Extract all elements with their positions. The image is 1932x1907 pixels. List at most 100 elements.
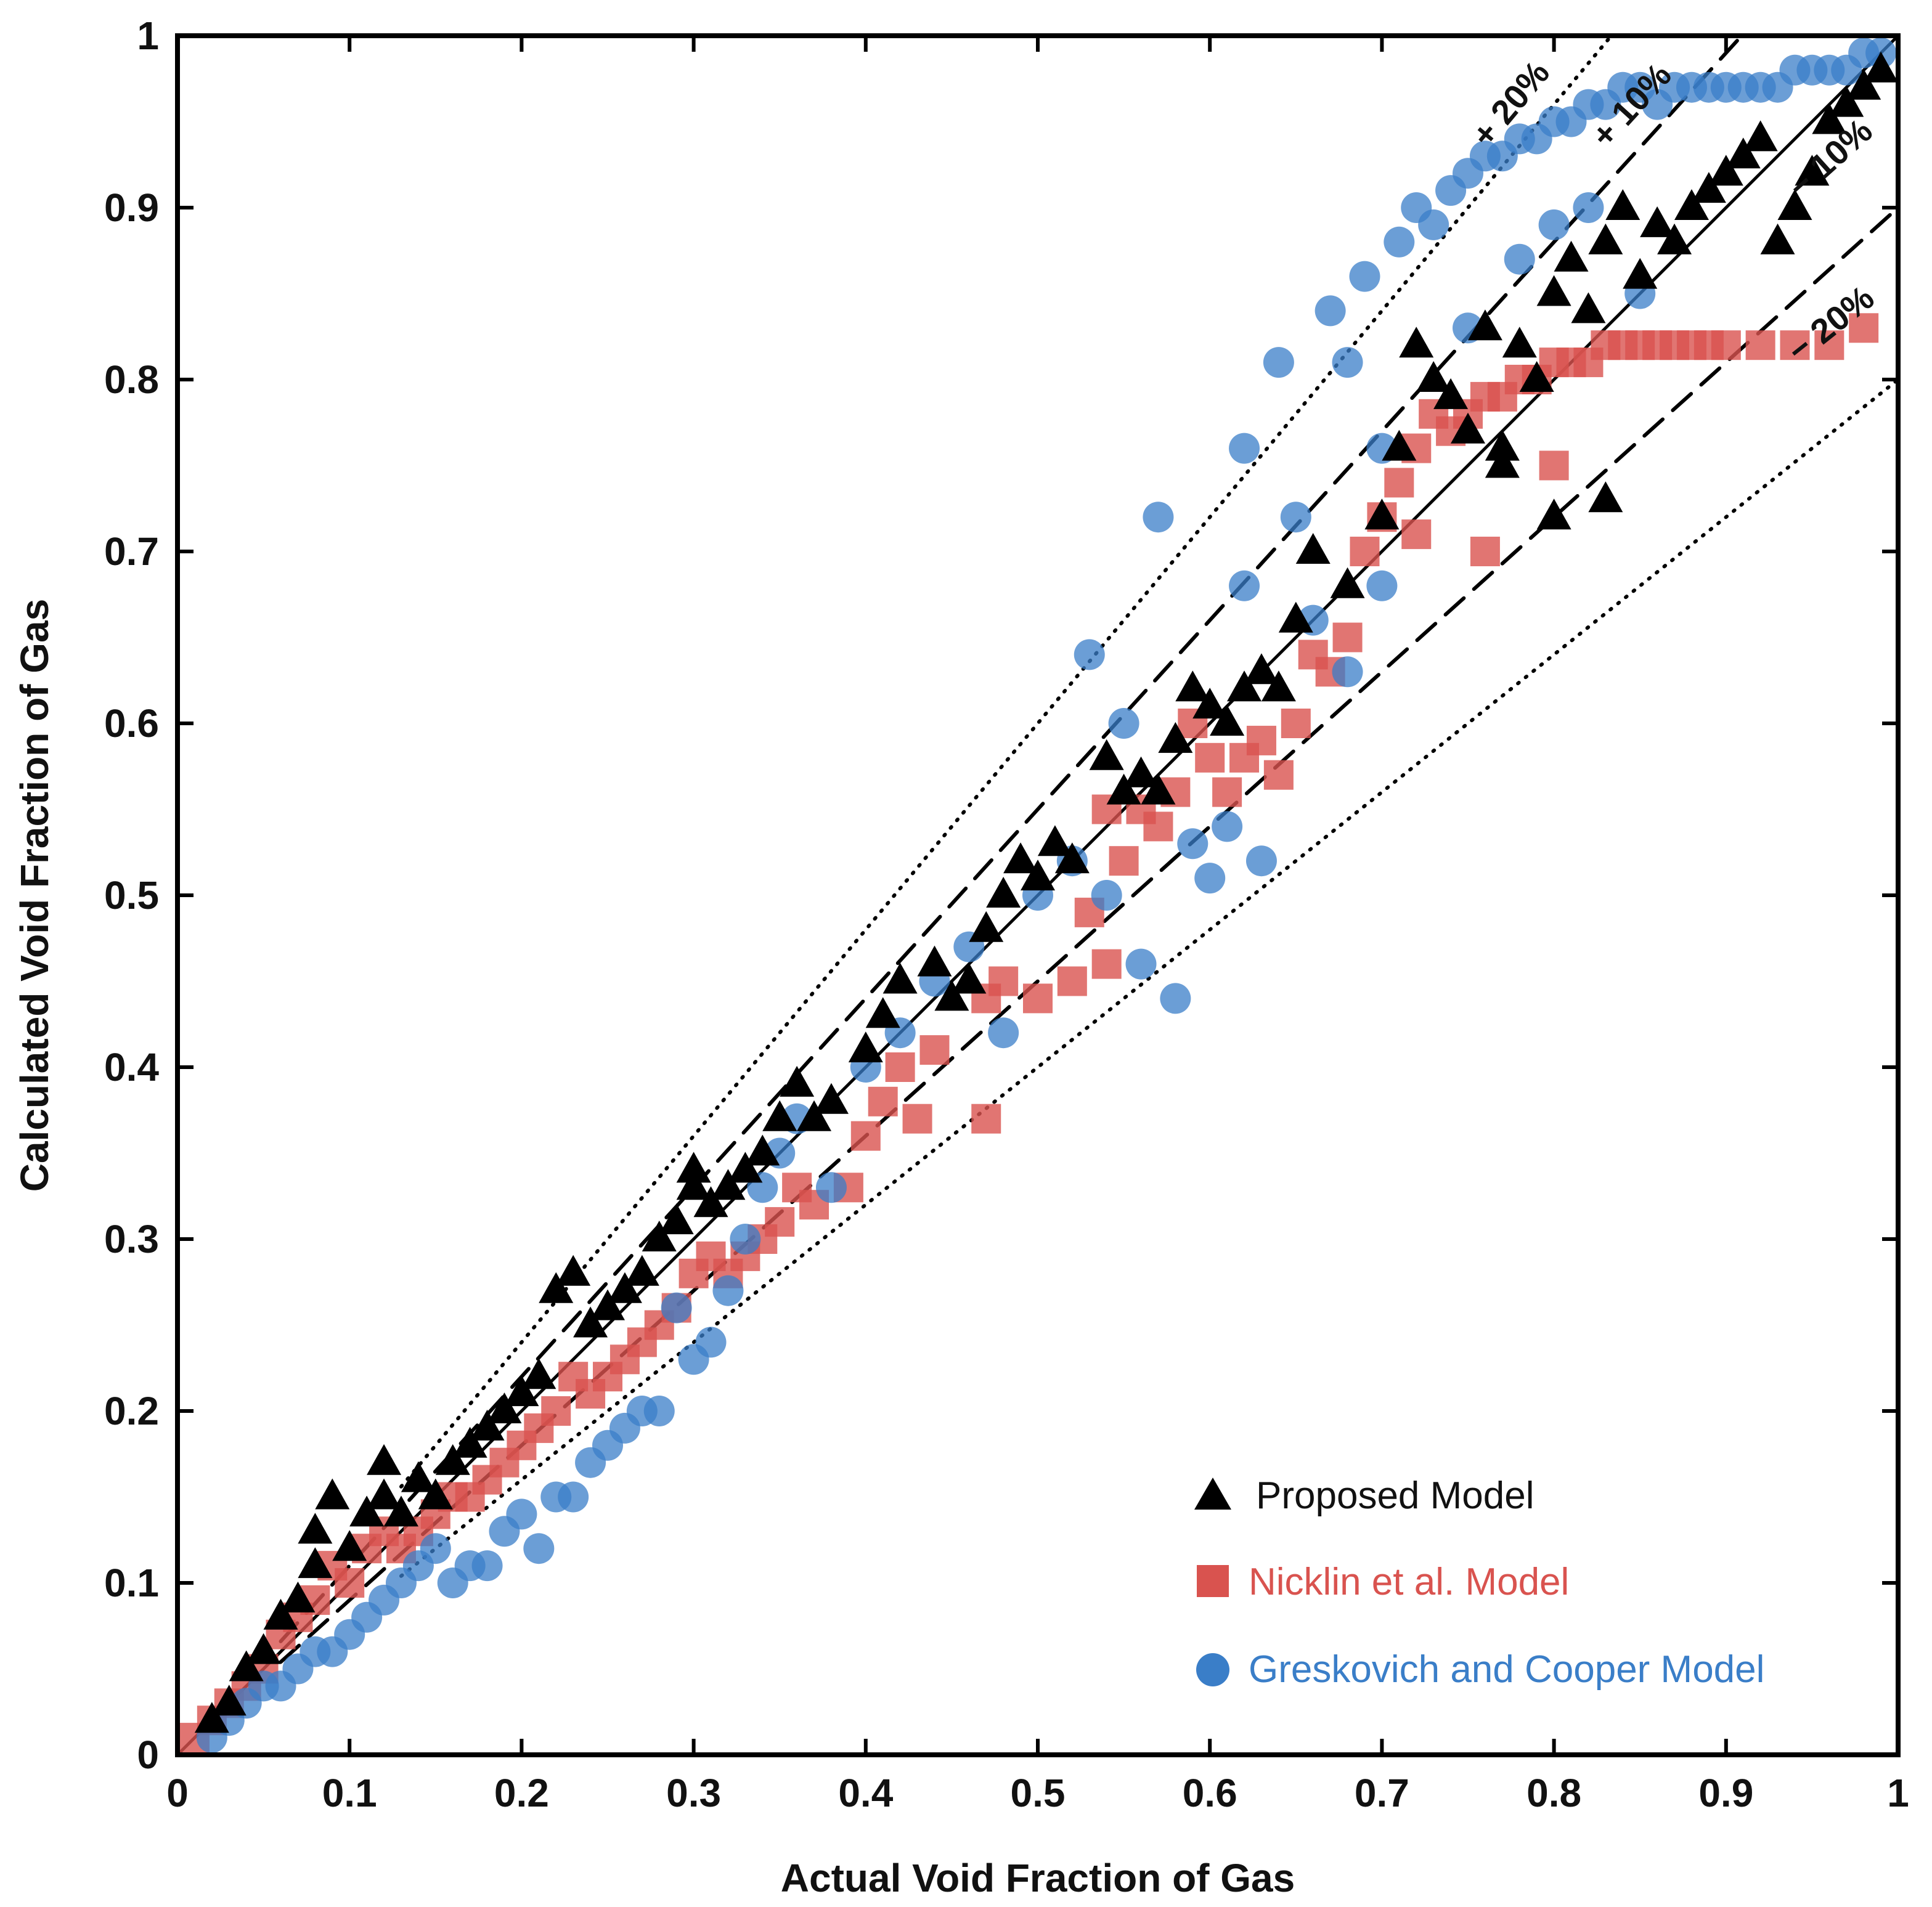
y-tick-label: 0.7 [104,529,159,574]
legend: Proposed Model Nicklin et al. Model Gres… [1194,1474,1764,1691]
point-proposed [194,1702,229,1733]
point-proposed [521,1358,556,1389]
point-proposed [1726,137,1761,169]
x-tick-label: 0 [166,1771,189,1815]
y-tick-label: 0.3 [104,1217,159,1261]
point-proposed [504,1375,539,1407]
point-nicklin [1470,537,1500,566]
point-nicklin [1109,846,1139,876]
point-greskovich [1573,192,1604,223]
point-proposed [1467,309,1502,341]
point-greskovich [643,1396,675,1426]
legend-label-greskovich: Greskovich and Cooper Model [1249,1648,1764,1691]
point-proposed [1846,68,1881,100]
point-proposed [969,911,1004,942]
x-tick-label: 0.4 [838,1771,893,1815]
y-tick-label: 0.1 [104,1561,159,1605]
data-points [179,37,1898,1754]
point-proposed [1777,189,1812,220]
point-proposed [676,1169,711,1200]
point-proposed [1433,378,1469,409]
point-proposed [1674,189,1709,220]
point-nicklin [1350,537,1380,566]
point-proposed [1691,172,1726,203]
point-proposed [1554,240,1589,272]
point-nicklin [919,1035,950,1065]
point-nicklin [1401,519,1432,550]
point-greskovich [1194,863,1226,894]
point-proposed [1382,429,1417,461]
point-greskovich [1280,502,1311,533]
point-proposed [1399,327,1434,358]
point-nicklin [1057,966,1087,996]
point-greskovich [1332,347,1363,378]
point-proposed [917,945,952,977]
point-greskovich [1504,243,1535,275]
point-greskovich [1366,570,1398,601]
x-tick-label: 0.5 [1011,1771,1066,1815]
point-nicklin [1263,760,1294,790]
point-nicklin [1143,811,1173,842]
point-proposed [1261,670,1296,702]
point-proposed [1451,412,1485,444]
point-proposed [1123,756,1159,787]
point-proposed [1227,670,1262,702]
point-proposed [1141,773,1176,805]
point-proposed [1295,533,1331,564]
point-proposed [1089,739,1124,770]
point-proposed [263,1598,298,1630]
point-proposed [1829,86,1864,117]
point-greskovich [1212,811,1243,842]
x-tick-label: 0.9 [1698,1771,1753,1815]
point-proposed [556,1254,591,1286]
x-tick-label: 0.1 [322,1771,377,1815]
point-greskovich [1538,209,1570,240]
point-nicklin [850,1121,881,1151]
point-proposed [1864,51,1898,83]
point-greskovich [1314,295,1346,327]
point-greskovich [558,1481,589,1513]
point-proposed [1623,258,1658,289]
point-greskovich [661,1292,692,1324]
point-greskovich [1160,983,1191,1014]
legend-marker-nicklin [1197,1565,1229,1597]
point-proposed [624,1254,659,1286]
point-proposed [780,1065,815,1097]
point-proposed [539,1272,574,1303]
point-nicklin [1780,330,1810,360]
x-tick-label: 0.6 [1183,1771,1237,1815]
point-greskovich [695,1327,727,1358]
point-nicklin [1091,949,1122,979]
point-proposed [418,1478,453,1510]
point-nicklin [335,1568,365,1598]
point-greskovich [1245,845,1277,877]
x-tick-label: 0.3 [666,1771,721,1815]
point-proposed [298,1547,333,1579]
point-proposed [693,1186,728,1218]
point-greskovich [420,1533,451,1564]
point-nicklin [988,966,1019,996]
point-proposed [1106,773,1141,805]
y-tick-label: 0.9 [104,185,159,230]
x-tick-label: 0.7 [1355,1771,1409,1815]
point-proposed [813,1083,849,1114]
point-nicklin [868,1086,898,1116]
point-proposed [315,1478,350,1510]
y-tick-label: 0.2 [104,1389,159,1433]
point-proposed [1416,361,1451,392]
point-proposed [1795,155,1830,186]
y-tick-label: 0.8 [104,357,159,402]
point-nicklin [1212,777,1242,807]
point-proposed [1021,860,1055,891]
point-greskovich [1177,828,1209,860]
point-proposed [1003,842,1038,874]
point-proposed [1037,825,1072,856]
y-tick-label: 0.5 [104,873,159,917]
x-tick-label: 0.2 [494,1771,549,1815]
point-proposed [573,1306,608,1338]
point-nicklin [1384,468,1414,498]
reference-lines [279,36,1898,1664]
point-proposed [659,1203,694,1235]
point-proposed [711,1169,746,1200]
point-proposed [762,1100,797,1131]
